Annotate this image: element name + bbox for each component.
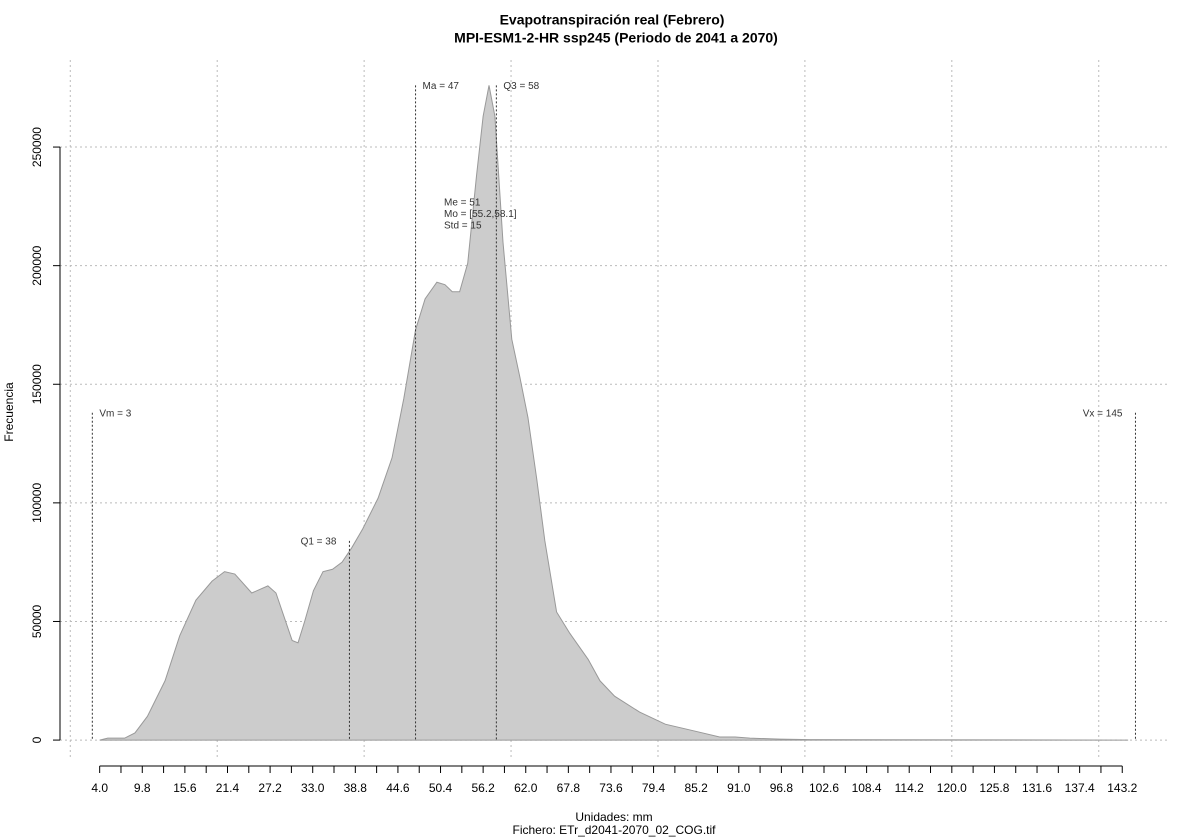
y-tick-label: 100000 [30,483,44,523]
x-tick-label: 120.0 [937,781,967,795]
reference-label: Vx = 145 [1083,408,1123,419]
x-tick-label: 131.6 [1022,781,1052,795]
x-tick-label: 33.0 [301,781,325,795]
x-tick-label: 91.0 [727,781,751,795]
x-tick-label: 137.4 [1065,781,1095,795]
x-tick-label: 44.6 [386,781,410,795]
x-tick-label: 67.8 [557,781,581,795]
caption: Fichero: ETr_d2041-2070_02_COG.tif [513,823,717,837]
x-tick-label: 15.6 [173,781,197,795]
x-tick-label: 102.6 [809,781,839,795]
y-axis-label: Frecuencia [2,382,16,442]
x-tick-label: 27.2 [258,781,282,795]
y-tick-label: 150000 [30,364,44,404]
x-tick-label: 56.2 [471,781,495,795]
x-tick-label: 79.4 [642,781,666,795]
x-tick-label: 9.8 [134,781,151,795]
reference-label: Vm = 3 [99,408,131,419]
stat-label: Me = 51 [444,198,481,209]
chart-title: Evapotranspiración real (Febrero) [500,12,725,28]
stat-label: Std = 15 [444,221,482,232]
x-tick-label: 21.4 [216,781,240,795]
x-tick-label: 50.4 [429,781,453,795]
chart-subtitle: MPI-ESM1-2-HR ssp245 (Periodo de 2041 a … [454,30,778,46]
density-area [99,85,1129,741]
y-tick-label: 50000 [30,604,44,638]
x-tick-label: 62.0 [514,781,538,795]
x-tick-label: 125.8 [979,781,1009,795]
reference-label: Q1 = 38 [301,536,337,547]
y-tick-label: 0 [30,736,44,743]
reference-label: Q3 = 58 [503,81,539,92]
x-tick-label: 114.2 [895,781,924,795]
reference-label: Ma = 47 [423,81,460,92]
x-tick-label: 73.6 [599,781,623,795]
x-tick-label: 38.8 [344,781,368,795]
x-tick-label: 143.2 [1107,781,1137,795]
x-tick-label: 108.4 [852,781,882,795]
x-tick-label: 96.8 [770,781,794,795]
x-tick-label: 85.2 [684,781,708,795]
y-tick-label: 250000 [30,127,44,167]
y-tick-label: 200000 [30,245,44,285]
stat-label: Mo = [55.2,58.1] [444,209,517,220]
x-axis-label: Unidades: mm [575,810,652,824]
x-tick-label: 4.0 [91,781,108,795]
